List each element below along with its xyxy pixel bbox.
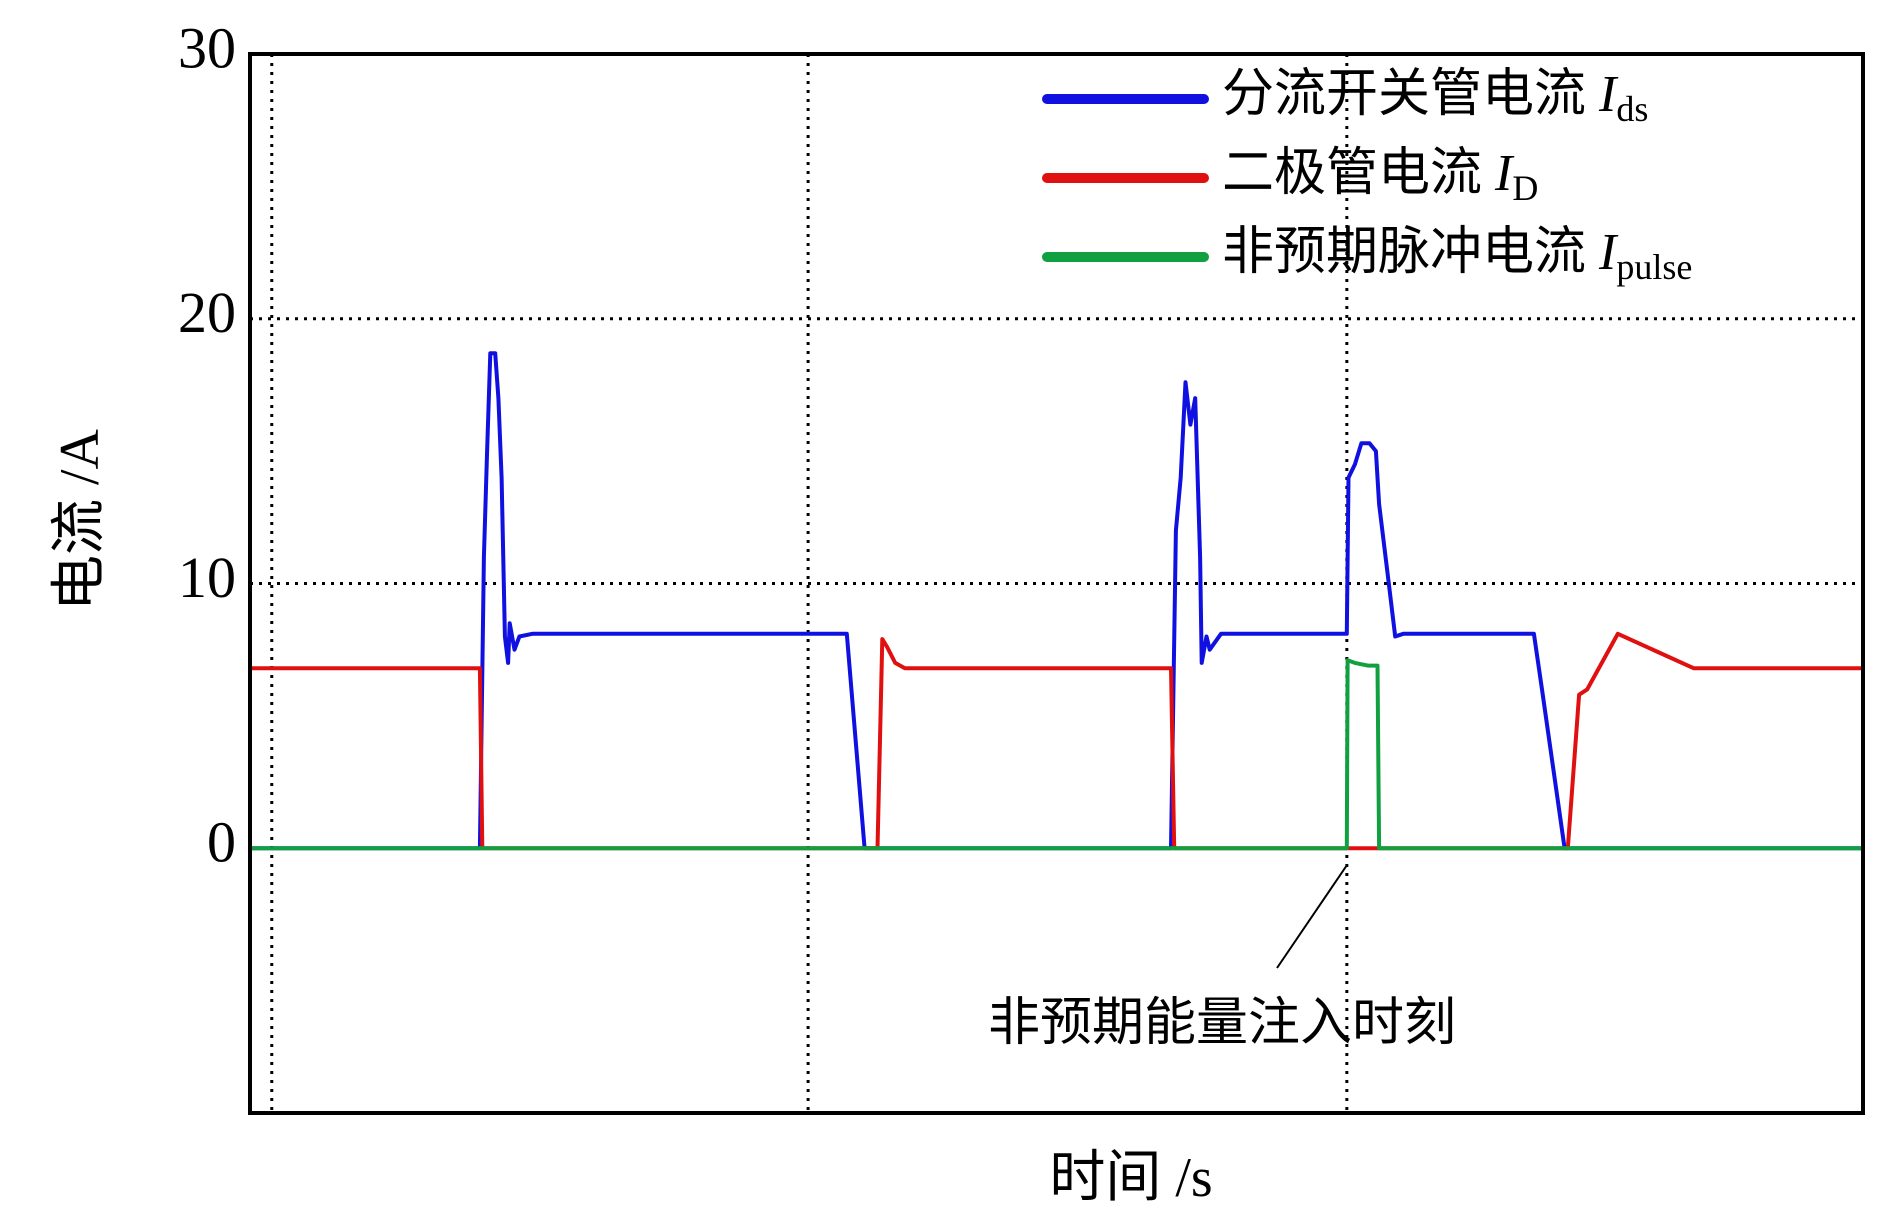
x-axis-label: 时间 /s xyxy=(1049,1147,1212,1209)
legend-subscript: ds xyxy=(1616,89,1648,129)
annotation: 非预期能量注入时刻 xyxy=(988,995,1456,1052)
legend-subscript: pulse xyxy=(1616,247,1692,287)
legend-text: 非预期脉冲电流 xyxy=(1222,224,1599,281)
legend-label: 分流开关管电流 Ids xyxy=(1222,66,1648,129)
legend-symbol: I xyxy=(1598,66,1619,123)
legend-label: 非预期脉冲电流 Ipulse xyxy=(1222,224,1692,287)
legend-symbol: I xyxy=(1494,145,1515,202)
series-line xyxy=(250,351,1863,851)
series-line xyxy=(250,631,1863,851)
plot-frame xyxy=(248,52,1865,1115)
y-axis-label: 电流 /A xyxy=(49,428,111,611)
legend-text: 分流开关管电流 xyxy=(1222,66,1599,123)
legend-text: 二极管电流 xyxy=(1222,145,1495,202)
annotation-leader xyxy=(1276,864,1348,969)
legend-symbol: I xyxy=(1598,224,1619,281)
y-tick-label: 0 xyxy=(207,810,236,875)
y-tick-label: 30 xyxy=(178,15,236,80)
legend-label: 二极管电流 ID xyxy=(1222,145,1538,208)
legend-subscript: D xyxy=(1512,168,1538,208)
series-line xyxy=(250,658,1863,851)
y-tick-label: 10 xyxy=(178,545,236,610)
y-tick-label: 20 xyxy=(178,280,236,345)
